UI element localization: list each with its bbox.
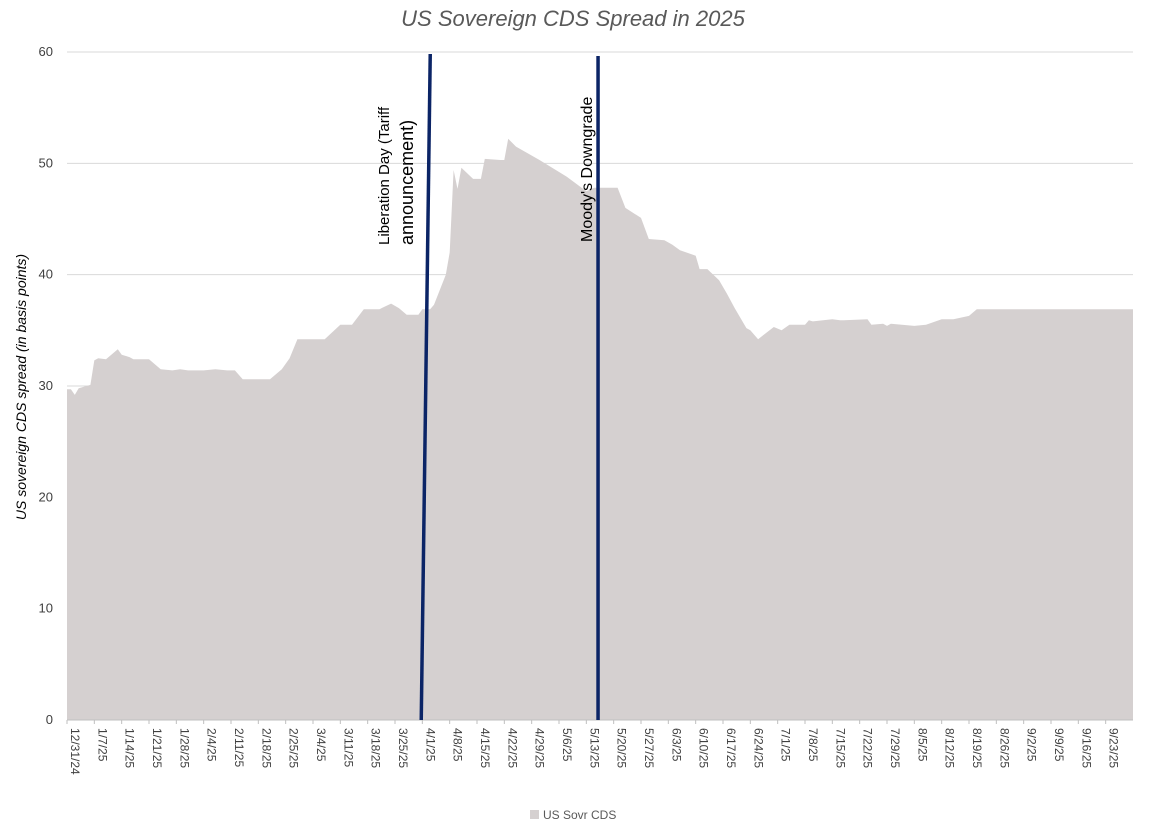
- event-annotations: Liberation Day (Tariff announcement) Moody…: [376, 53, 600, 721]
- x-tick-label: 8/26/25: [997, 728, 1011, 768]
- x-tick-label: 1/21/25: [150, 728, 164, 768]
- y-tick-label: 60: [39, 44, 53, 59]
- y-axis-label: US sovereign CDS spread (in basis points…: [13, 254, 29, 520]
- y-tick-labels: 0 10 20 30 40 50 60: [39, 44, 53, 727]
- moodys-downgrade-label: Moody's Downgrade: [579, 97, 596, 242]
- legend-swatch: [530, 810, 539, 819]
- y-tick-label: 0: [46, 712, 53, 727]
- cds-area-series: [67, 138, 1133, 721]
- y-tick-label: 40: [39, 267, 53, 282]
- x-tick-label: 7/15/25: [833, 728, 847, 768]
- x-tick-label: 2/11/25: [232, 728, 246, 767]
- y-tick-label: 30: [39, 378, 53, 393]
- x-tick-label: 5/13/25: [587, 728, 601, 768]
- x-tick-label: 8/5/25: [915, 728, 929, 762]
- y-tick-label: 20: [39, 489, 53, 504]
- x-tick-label: 4/22/25: [505, 728, 519, 768]
- x-tick-label: 3/11/25: [341, 728, 355, 767]
- x-tick-label: 6/10/25: [697, 728, 711, 768]
- x-tick-label: 4/29/25: [533, 728, 547, 768]
- y-tick-label: 10: [39, 601, 53, 616]
- x-tick-label: 8/12/25: [943, 728, 957, 768]
- x-tick-label: 7/22/25: [861, 728, 875, 768]
- x-tick-label: 2/4/25: [205, 728, 219, 762]
- x-tick-label: 3/18/25: [369, 728, 383, 768]
- x-tick-label: 5/20/25: [615, 728, 629, 768]
- x-tick-label: 5/6/25: [560, 728, 574, 762]
- x-tick-label: 4/1/25: [423, 728, 437, 762]
- x-tick-labels: 12/31/24 1/7/25 1/14/25 1/21/25 1/28/25 2/4/2…: [66, 720, 1121, 775]
- x-tick-label: 5/27/25: [642, 728, 656, 768]
- x-tick-label: 9/2/25: [1025, 728, 1039, 762]
- x-tick-label: 7/8/25: [806, 728, 820, 762]
- y-tick-label: 50: [39, 155, 53, 170]
- x-tick-label: 9/23/25: [1107, 728, 1121, 768]
- x-tick-label: 7/1/25: [779, 728, 793, 762]
- legend: US Sovr CDS: [530, 808, 616, 822]
- x-tick-label: 1/14/25: [123, 728, 137, 768]
- x-tick-label: 1/28/25: [177, 728, 191, 768]
- x-tick-label: 7/29/25: [888, 728, 902, 768]
- liberation-day-label-line1: Liberation Day (Tariff: [376, 106, 393, 245]
- x-tick-label: 9/9/25: [1052, 728, 1066, 762]
- x-tick-label: 9/16/25: [1079, 728, 1093, 768]
- x-tick-label: 2/18/25: [259, 728, 273, 768]
- x-tick-label: 4/15/25: [478, 728, 492, 768]
- chart-title: US Sovereign CDS Spread in 2025: [401, 6, 745, 31]
- x-tick-label: 4/8/25: [451, 728, 465, 762]
- x-tick-label: 8/19/25: [970, 728, 984, 768]
- x-tick-label: 2/25/25: [287, 728, 301, 768]
- liberation-day-label-line2: announcement): [397, 120, 417, 245]
- x-tick-label: 3/4/25: [314, 728, 328, 762]
- x-tick-label: 3/25/25: [396, 728, 410, 768]
- x-tick-label: 6/3/25: [669, 728, 683, 762]
- x-tick-label: 12/31/24: [68, 728, 82, 775]
- legend-entry: US Sovr CDS: [543, 808, 616, 822]
- x-tick-label: 6/24/25: [751, 728, 765, 768]
- x-tick-label: 1/7/25: [95, 728, 109, 762]
- x-tick-label: 6/17/25: [724, 728, 738, 768]
- liberation-day-line: [419, 53, 432, 721]
